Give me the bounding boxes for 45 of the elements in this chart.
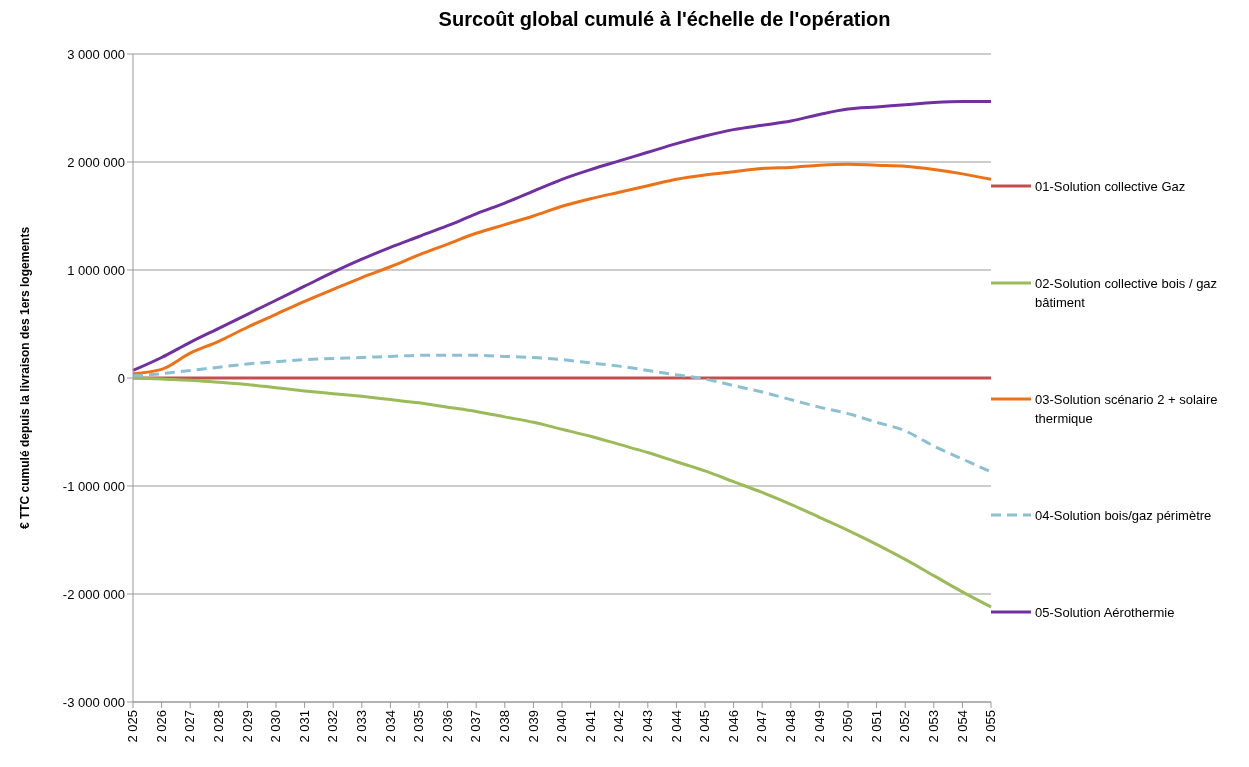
x-tick-label: 2 027 (182, 710, 198, 743)
x-tick-label: 2 047 (754, 710, 770, 743)
x-tick-label: 2 044 (668, 710, 684, 743)
y-tick-label: -1 000 000 (62, 478, 125, 494)
y-tick-label: -2 000 000 (62, 586, 125, 602)
x-tick-label: 2 037 (468, 710, 484, 743)
y-axis-title: € TTC cumulé depuis la livraison des 1ers logements (18, 226, 33, 530)
y-tick-label: 0 (117, 370, 125, 386)
x-tick-label: 2 030 (268, 710, 284, 743)
x-tick-label: 2 026 (153, 710, 169, 743)
legend-label: 01-Solution collective Gaz (1035, 178, 1186, 196)
legend-label: 02-Solution collective bois / gaz bâtiment (1035, 275, 1219, 312)
x-tick-label: 2 031 (296, 710, 312, 743)
x-tick-label: 2 042 (611, 710, 627, 743)
x-tick-label: 2 036 (439, 710, 455, 743)
x-tick-label: 2 033 (354, 710, 370, 743)
x-tick-label: 2 052 (897, 710, 913, 743)
x-tick-label: 2 032 (325, 710, 341, 743)
x-tick-label: 2 040 (554, 710, 570, 743)
chart-title: Surcoût global cumulé à l'échelle de l'opération (437, 8, 892, 32)
x-tick-label: 2 049 (811, 710, 827, 743)
x-tick-label: 2 055 (983, 710, 999, 743)
legend-label: 03-Solution scénario 2 + solaire thermique (1035, 391, 1219, 428)
x-tick-label: 2 035 (411, 710, 427, 743)
x-tick-label: 2 053 (926, 710, 942, 743)
legend-label: 05-Solution Aérothermie (1035, 604, 1175, 622)
x-tick-label: 2 025 (125, 710, 141, 743)
y-tick-label: -3 000 000 (62, 694, 125, 710)
x-tick-label: 2 038 (497, 710, 513, 743)
x-tick-label: 2 051 (868, 710, 884, 743)
x-tick-label: 2 041 (582, 710, 598, 743)
legend-label: 04-Solution bois/gaz périmètre (1035, 507, 1212, 525)
x-tick-label: 2 045 (697, 710, 713, 743)
x-tick-label: 2 043 (640, 710, 656, 743)
y-tick-label: 1 000 000 (67, 262, 125, 278)
x-tick-label: 2 029 (239, 710, 255, 743)
x-tick-label: 2 034 (382, 710, 398, 743)
x-tick-label: 2 048 (783, 710, 799, 743)
x-tick-label: 2 039 (525, 710, 541, 743)
y-tick-label: 3 000 000 (67, 46, 125, 62)
x-tick-label: 2 028 (211, 710, 227, 743)
x-tick-label: 2 050 (840, 710, 856, 743)
x-tick-label: 2 054 (954, 710, 970, 743)
x-tick-label: 2 046 (725, 710, 741, 743)
y-tick-label: 2 000 000 (67, 154, 125, 170)
